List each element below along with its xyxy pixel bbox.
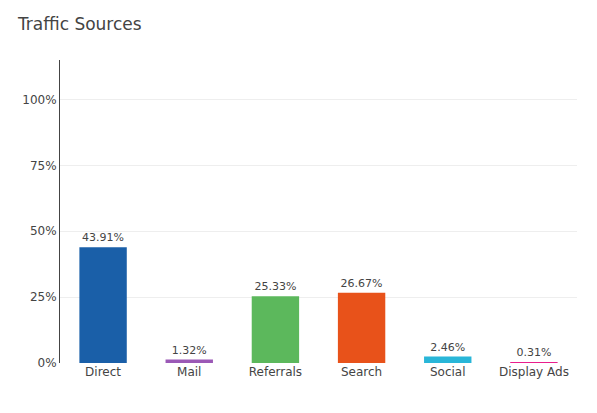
svg-text:Social: Social	[430, 365, 466, 379]
svg-text:Display Ads: Display Ads	[499, 365, 569, 379]
svg-text:0.31%: 0.31%	[516, 346, 551, 359]
svg-text:43.91%: 43.91%	[82, 231, 124, 244]
svg-text:25%: 25%	[30, 290, 57, 304]
svg-text:75%: 75%	[30, 159, 57, 173]
svg-text:100%: 100%	[22, 93, 56, 107]
svg-text:25.33%: 25.33%	[254, 280, 296, 293]
svg-text:Mail: Mail	[177, 365, 201, 379]
svg-text:2.46%: 2.46%	[430, 341, 465, 354]
svg-text:26.67%: 26.67%	[341, 277, 383, 290]
svg-text:50%: 50%	[30, 224, 57, 238]
svg-text:0%: 0%	[38, 356, 57, 370]
svg-text:Traffic Sources: Traffic Sources	[17, 14, 142, 34]
svg-text:Search: Search	[341, 365, 382, 379]
svg-text:1.32%: 1.32%	[172, 344, 207, 357]
svg-text:Referrals: Referrals	[249, 365, 302, 379]
svg-text:Direct: Direct	[85, 365, 121, 379]
